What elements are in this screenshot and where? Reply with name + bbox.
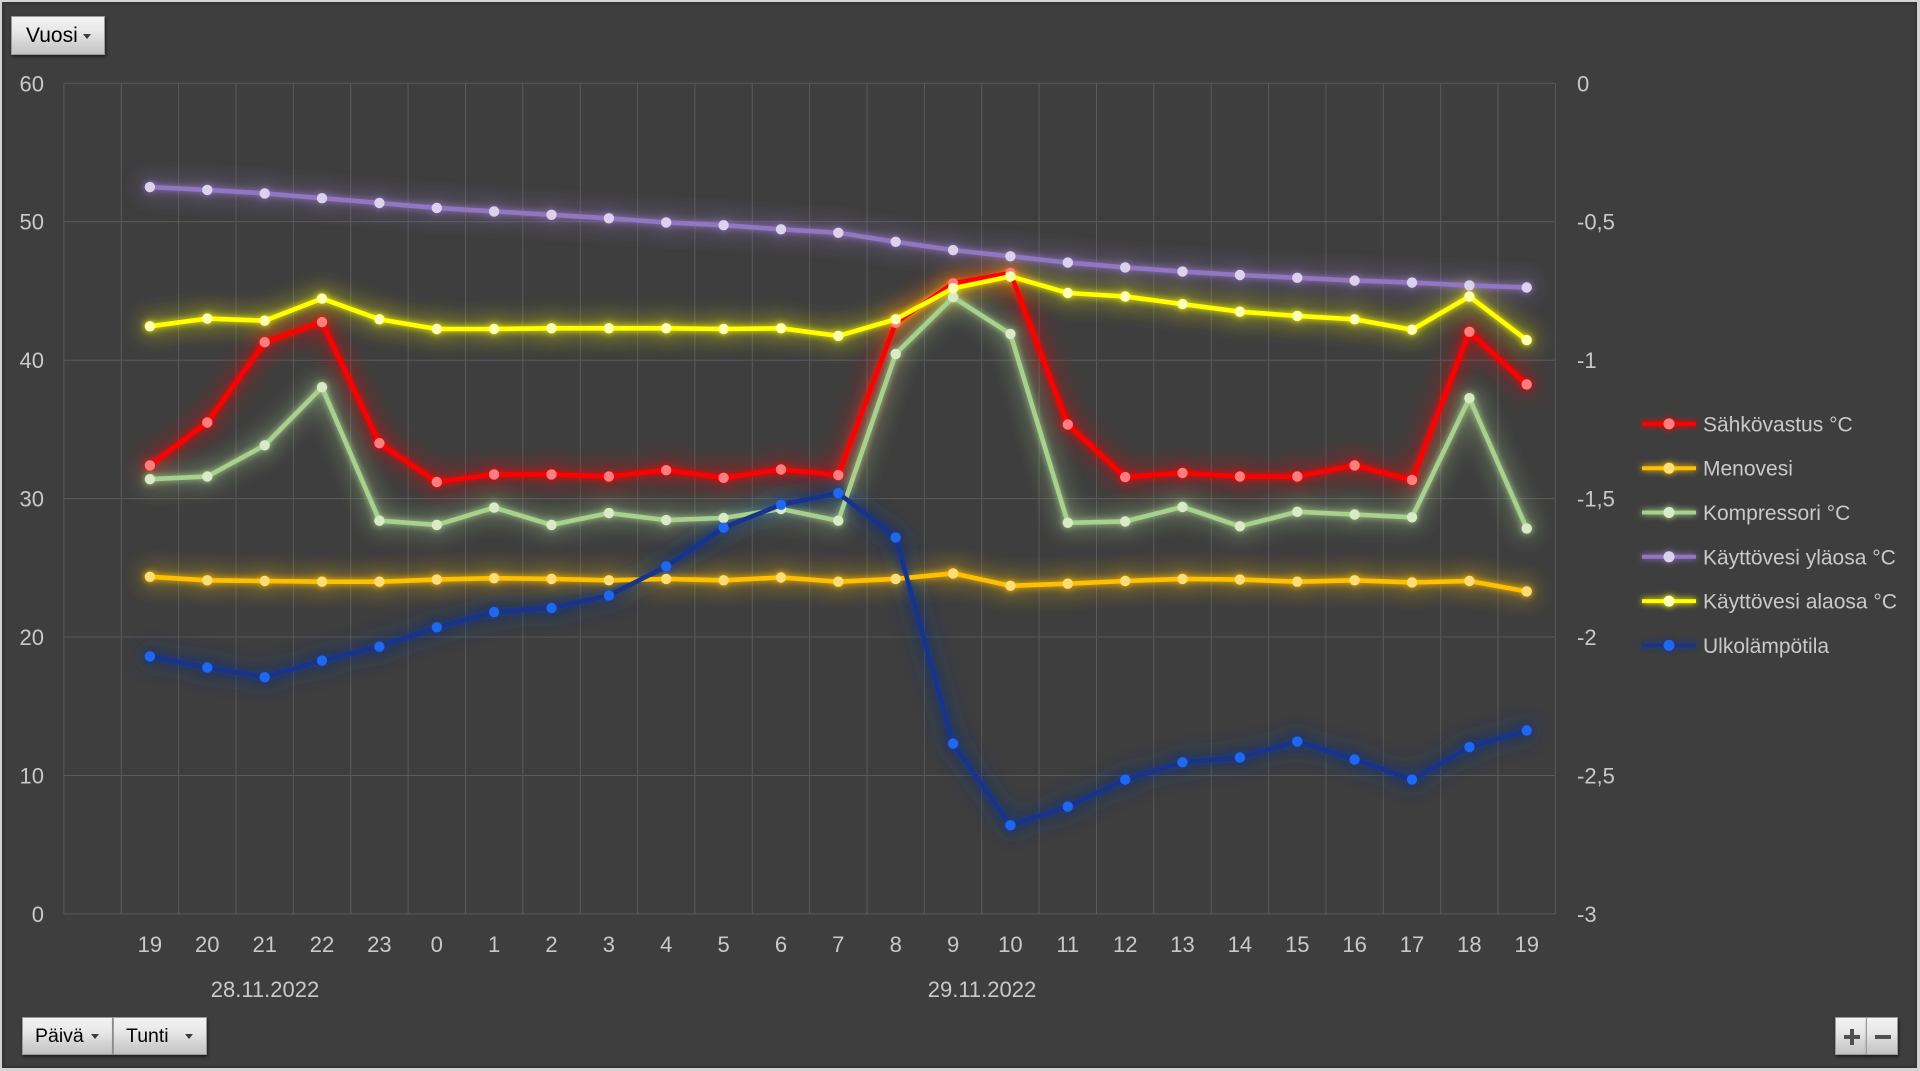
svg-text:3: 3: [603, 932, 615, 957]
svg-text:Käyttövesi yläosa °C: Käyttövesi yläosa °C: [1703, 546, 1896, 569]
svg-text:60: 60: [20, 71, 44, 96]
svg-text:6: 6: [775, 932, 787, 957]
svg-text:10: 10: [20, 764, 44, 789]
svg-text:50: 50: [20, 210, 44, 235]
svg-text:0: 0: [32, 902, 44, 927]
svg-text:-0,5: -0,5: [1577, 210, 1615, 235]
svg-text:4: 4: [660, 932, 672, 957]
svg-text:22: 22: [310, 932, 334, 957]
svg-text:Ulkolämpötila: Ulkolämpötila: [1703, 635, 1829, 658]
svg-text:40: 40: [20, 348, 44, 373]
svg-text:9: 9: [947, 932, 959, 957]
svg-text:14: 14: [1228, 932, 1252, 957]
svg-text:-3: -3: [1577, 902, 1597, 927]
svg-text:13: 13: [1170, 932, 1194, 957]
svg-text:11: 11: [1056, 932, 1079, 957]
svg-text:19: 19: [138, 932, 162, 957]
svg-text:28.11.2022: 28.11.2022: [211, 977, 319, 1002]
svg-text:16: 16: [1342, 932, 1366, 957]
svg-text:18: 18: [1457, 932, 1481, 957]
svg-text:23: 23: [367, 932, 391, 957]
svg-text:30: 30: [20, 487, 44, 512]
svg-text:5: 5: [717, 932, 729, 957]
svg-text:2: 2: [545, 932, 557, 957]
svg-text:15: 15: [1285, 932, 1309, 957]
svg-text:17: 17: [1400, 932, 1424, 957]
svg-text:Sähkövastus °C: Sähkövastus °C: [1703, 413, 1853, 436]
svg-text:-2,5: -2,5: [1577, 764, 1615, 789]
svg-text:21: 21: [252, 932, 276, 957]
svg-text:29.11.2022: 29.11.2022: [928, 977, 1036, 1002]
svg-text:20: 20: [195, 932, 219, 957]
svg-text:Menovesi: Menovesi: [1703, 458, 1793, 481]
svg-text:-2: -2: [1577, 625, 1597, 650]
svg-text:Kompressori °C: Kompressori °C: [1703, 502, 1850, 525]
svg-text:10: 10: [998, 932, 1022, 957]
svg-text:12: 12: [1113, 932, 1137, 957]
svg-text:8: 8: [890, 932, 902, 957]
svg-text:-1,5: -1,5: [1577, 487, 1615, 512]
svg-text:0: 0: [1577, 71, 1589, 96]
svg-text:0: 0: [431, 932, 443, 957]
svg-text:1: 1: [488, 932, 500, 957]
svg-text:19: 19: [1514, 932, 1538, 957]
svg-text:20: 20: [20, 625, 44, 650]
svg-text:Käyttövesi alaosa °C: Käyttövesi alaosa °C: [1703, 591, 1897, 614]
svg-text:-1: -1: [1577, 348, 1597, 373]
svg-text:7: 7: [832, 932, 844, 957]
